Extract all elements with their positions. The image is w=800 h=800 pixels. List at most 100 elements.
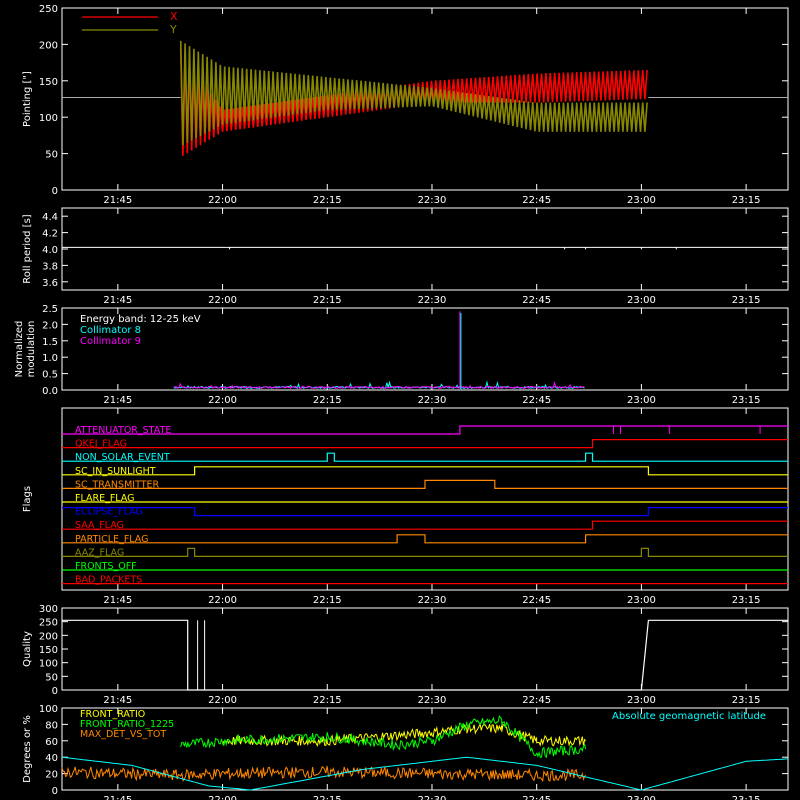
flags-panel: 21:45 22:00 22:15 22:30 22:45 23:00 23:15 Flags…	[22, 407, 789, 606]
quality-xtick-label: 22:30	[418, 695, 447, 706]
flag-label: ECLIPSE_FLAG	[75, 507, 143, 518]
modulation-ytick-label: 0.0	[42, 386, 58, 397]
pointing-ytick-label: 100	[39, 113, 58, 124]
flag-label: SC_TRANSMITTER	[75, 479, 160, 490]
ratios-legend-latitude: Absolute geomagnetic latitude	[612, 711, 766, 722]
roll-xtick-label: 22:30	[418, 295, 447, 306]
pointing-ytick-label: 0	[52, 186, 58, 197]
quality-xtick-label: 22:00	[208, 695, 237, 706]
ratio-series-front_ratio_1225	[180, 715, 587, 759]
quality-xtick-label: 23:15	[732, 695, 761, 706]
pointing-ytick-label: 150	[39, 77, 58, 88]
flags-xtick-label: 22:15	[313, 595, 342, 606]
pointing-legend-label: Y	[169, 23, 177, 36]
ratios-xtick-label: 22:30	[418, 795, 447, 800]
roll-xtick-label: 21:45	[103, 295, 132, 306]
roll-xtick-label: 23:00	[627, 295, 656, 306]
ratios-ytick-label: 100	[39, 704, 58, 715]
roll-ytick-label: 4.4	[42, 212, 58, 223]
roll-ytick-label: 4.0	[42, 245, 58, 256]
modulation-xtick-label: 21:45	[103, 395, 132, 406]
modulation-xtick-label: 22:15	[313, 395, 342, 406]
ratios-ylabel: Degrees or %	[22, 715, 33, 783]
roll-xtick-label: 23:15	[732, 295, 761, 306]
flag-line-attenuator_state	[62, 425, 788, 435]
roll-ytick-label: 4.2	[42, 229, 58, 240]
ratios-panel: 21:45 22:00 22:15 22:30 22:45 23:00 23:15 100 80…	[22, 704, 789, 800]
modulation-ylabel-line: modulation	[26, 321, 37, 378]
quality-panel: 21:45 22:00 22:15 22:30 22:45 23:00 23:15 300 25…	[22, 604, 789, 706]
flags-frame	[61, 407, 789, 591]
flags-xtick-label: 23:00	[627, 595, 656, 606]
ratios-legend-label: FRONT_RATIO	[80, 709, 145, 720]
pointing-frame	[61, 7, 789, 191]
pointing-xtick-label: 22:30	[418, 195, 447, 206]
ratios-xtick-label: 23:15	[732, 795, 761, 800]
ratios-xtick-label: 21:45	[103, 795, 132, 800]
ratio-series-max_det_vs_tot	[61, 765, 586, 783]
flag-line-non_solar_event	[62, 452, 788, 462]
ratio-series-front_ratio	[222, 722, 586, 748]
flag-label: ATTENUATOR_STATE	[75, 425, 171, 436]
pointing-series-Y	[179, 40, 648, 146]
ratios-ytick-label: 80	[45, 720, 58, 731]
ratios-ytick-label: 40	[45, 753, 58, 764]
modulation-ytick-label: 1.0	[42, 353, 58, 364]
flags-xtick-label: 22:45	[522, 595, 551, 606]
flag-line-eclipse_flag	[62, 507, 788, 517]
quality-ytick-label: 300	[39, 604, 58, 615]
quality-xtick-label: 23:00	[627, 695, 656, 706]
quality-xtick-label: 22:15	[313, 695, 342, 706]
quality-ytick-label: 150	[39, 645, 58, 656]
ratios-xtick-label: 22:00	[208, 795, 237, 800]
flag-line-saa_flag	[62, 520, 788, 530]
quality-ytick-label: 250	[39, 618, 58, 629]
modulation-ytick-label: 1.5	[42, 337, 58, 348]
pointing-ytick-label: 250	[39, 4, 58, 15]
quality-ylabel: Quality	[22, 631, 33, 667]
modulation-legend-label: Collimator 8	[80, 325, 141, 336]
modulation-ylabel-line: Normalized	[14, 321, 25, 378]
quality-line	[62, 619, 788, 691]
pointing-ylabel: Pointing ["]	[22, 71, 33, 127]
modulation-collimator-9	[173, 380, 585, 390]
flag-label: AAZ_FLAG	[75, 547, 124, 558]
modulation-xtick-label: 22:45	[522, 395, 551, 406]
pointing-ytick-label: 200	[39, 40, 58, 51]
roll-xtick-label: 22:15	[313, 295, 342, 306]
modulation-ytick-label: 0.5	[42, 370, 58, 381]
roll-xtick-label: 22:00	[208, 295, 237, 306]
flag-label: FRONTS_OFF	[75, 561, 137, 572]
ratio-series-absolute geomagnetic latitude	[61, 756, 789, 791]
ratios-ytick-label: 0	[52, 786, 58, 797]
modulation-xtick-label: 23:00	[627, 395, 656, 406]
ratios-xtick-label: 22:15	[313, 795, 342, 800]
ratios-frame	[61, 707, 789, 791]
flag-line-qkej_flag	[62, 439, 788, 449]
panels: 21:45 22:00 22:15 22:30 22:45 23:00 23:15 250 20…	[14, 4, 789, 800]
ratios-xtick-label: 22:45	[522, 795, 551, 800]
ratios-ytick-label: 20	[45, 770, 58, 781]
modulation-legend-label: Collimator 9	[80, 336, 141, 347]
flags-ylabel: Flags	[22, 486, 33, 512]
pointing-xtick-label: 22:00	[208, 195, 237, 206]
flags-xtick-label: 23:15	[732, 595, 761, 606]
roll-xtick-label: 22:45	[522, 295, 551, 306]
ratios-legend-label: MAX_DET_VS_TOT	[80, 729, 166, 740]
roll-panel: 21:45 22:00 22:15 22:30 22:45 23:00 23:15 4.4 4.…	[22, 207, 789, 306]
flag-label: SAA_FLAG	[75, 520, 124, 531]
roll-ylabel: Roll period [s]	[22, 214, 33, 283]
pointing-panel: 21:45 22:00 22:15 22:30 22:45 23:00 23:15 250 20…	[22, 4, 789, 206]
modulation-frame	[61, 307, 789, 391]
modulation-xtick-label: 22:30	[418, 395, 447, 406]
flag-label: QKEJ_FLAG	[75, 439, 127, 450]
flag-label: FLARE_FLAG	[75, 493, 135, 504]
roll-ytick-label: 3.6	[42, 278, 58, 289]
roll-ytick-label: 3.8	[42, 261, 58, 272]
pointing-xtick-label: 22:15	[313, 195, 342, 206]
flag-label: NON_SOLAR_EVENT	[75, 452, 170, 463]
flag-line-particle_flag	[62, 534, 788, 544]
quality-ytick-label: 200	[39, 631, 58, 642]
